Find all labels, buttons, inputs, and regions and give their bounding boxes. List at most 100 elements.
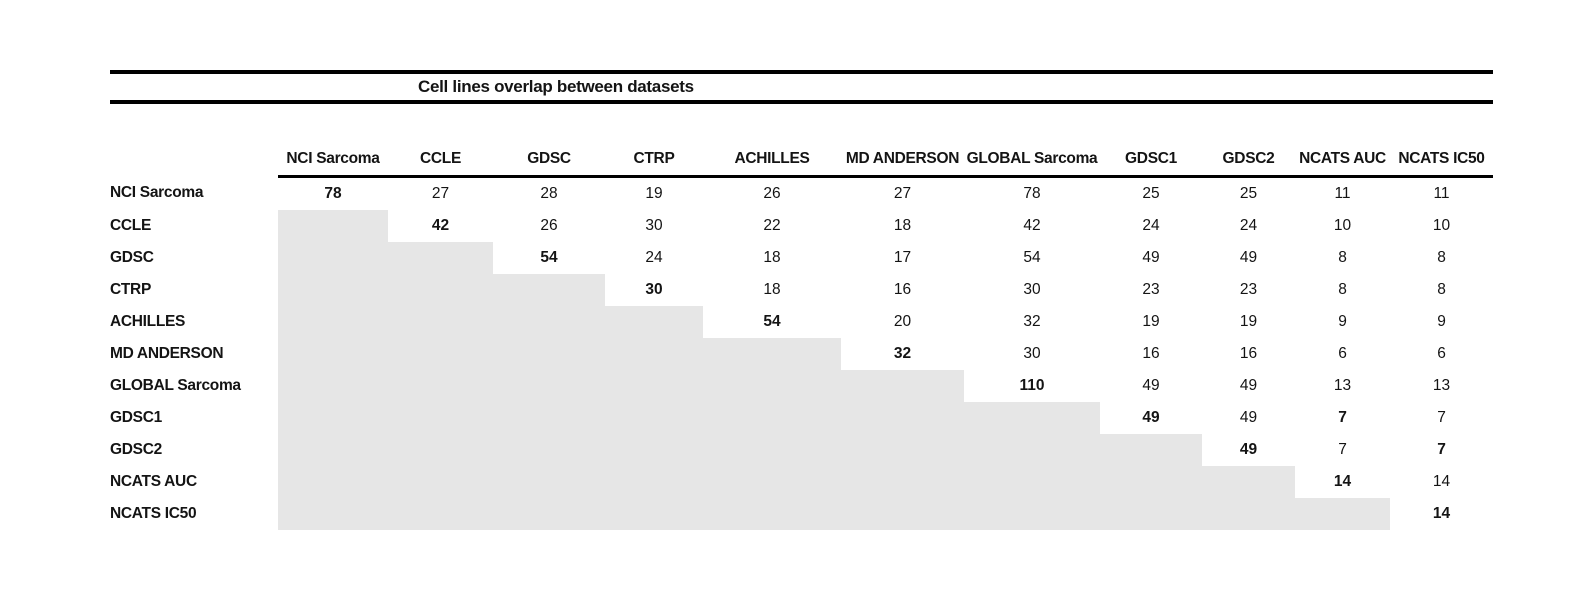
matrix-header: NCI Sarcoma CCLE GDSC CTRP ACHILLES MD ANDERS…	[110, 138, 1493, 178]
matrix-cell: 49	[1142, 377, 1160, 394]
matrix-cell: 6	[1338, 345, 1347, 362]
table-title: Cell lines overlap between datasets	[418, 77, 694, 96]
matrix-cell: 49	[1239, 441, 1258, 458]
shaded-cell	[278, 498, 388, 530]
column-header-ncats-auc: NCATS AUC	[1295, 138, 1390, 178]
shaded-cell	[493, 402, 605, 434]
shaded-cell	[841, 498, 964, 530]
shaded-cell	[278, 242, 388, 274]
matrix-cell: 23	[1239, 281, 1258, 298]
row-label-achilles: ACHILLES	[110, 313, 186, 330]
matrix-cell: 18	[763, 281, 781, 298]
shaded-cell	[388, 434, 493, 466]
shaded-cell	[493, 306, 605, 338]
column-header-ncats-ic50: NCATS IC50	[1390, 138, 1493, 178]
matrix-cell: 24	[645, 249, 663, 266]
shaded-cell	[964, 402, 1100, 434]
title-bottom-rule	[110, 100, 1493, 104]
shaded-cell	[605, 306, 703, 338]
matrix-cell: 49	[1239, 409, 1258, 426]
shaded-cell	[1202, 498, 1295, 530]
matrix-body: NCI Sarcoma 78 27 28 19 26 27 78 25 25 11 11 CCLE 42 2…	[110, 177, 1493, 530]
shaded-cell	[1100, 498, 1202, 530]
matrix-cell: 20	[893, 313, 912, 330]
matrix-cell: 54	[540, 249, 558, 266]
matrix-cell: 7	[1338, 409, 1347, 426]
column-header-global-sarcoma: GLOBAL Sarcoma	[964, 138, 1100, 178]
matrix-cell: 49	[1239, 249, 1258, 266]
row-label-ncats-ic50: NCATS IC50	[110, 505, 197, 522]
shaded-cell	[493, 498, 605, 530]
matrix-cell: 13	[1333, 377, 1352, 394]
matrix-cell: 6	[1437, 345, 1446, 362]
shaded-cell	[703, 402, 841, 434]
matrix-cell: 54	[1023, 249, 1041, 266]
shaded-cell	[964, 498, 1100, 530]
matrix-cell: 9	[1338, 313, 1347, 330]
matrix-cell: 16	[893, 281, 912, 298]
matrix-cell: 13	[1432, 377, 1451, 394]
matrix-cell: 110	[1019, 377, 1045, 394]
row-label-global-sarcoma: GLOBAL Sarcoma	[110, 377, 241, 394]
matrix-cell: 19	[1142, 313, 1160, 330]
matrix-cell: 30	[1023, 281, 1041, 298]
matrix-cell: 7	[1437, 441, 1446, 458]
table-row-ncats-ic50: NCATS IC50 14	[110, 498, 1493, 530]
shaded-cell	[388, 306, 493, 338]
table-row-nci-sarcoma: NCI Sarcoma 78 27 28 19 26 27 78 25 25 11 11	[110, 177, 1493, 211]
matrix-cell: 49	[1142, 249, 1160, 266]
matrix-cell: 78	[324, 185, 342, 202]
column-header-gdsc: GDSC	[493, 138, 605, 178]
shaded-cell	[605, 498, 703, 530]
shaded-cell	[388, 466, 493, 498]
shaded-cell	[278, 274, 388, 306]
shaded-cell	[493, 274, 605, 306]
table-row-ncats-auc: NCATS AUC 14 14	[110, 466, 1493, 498]
row-label-gdsc1: GDSC1	[110, 409, 162, 426]
matrix-cell: 27	[893, 185, 912, 202]
row-label-nci-sarcoma: NCI Sarcoma	[110, 184, 204, 202]
matrix-cell: 25	[1239, 185, 1258, 202]
matrix-cell: 8	[1338, 281, 1347, 298]
shaded-cell	[388, 370, 493, 402]
overlap-matrix-table: NCI Sarcoma CCLE GDSC CTRP ACHILLES MD ANDERS…	[110, 138, 1493, 530]
matrix-cell: 49	[1239, 377, 1258, 394]
matrix-cell: 32	[1023, 313, 1041, 330]
column-header-md-anderson: MD ANDERSON	[841, 138, 964, 178]
matrix-cell: 26	[763, 185, 781, 202]
matrix-cell: 14	[1432, 473, 1451, 490]
shaded-cell	[493, 434, 605, 466]
matrix-cell: 18	[893, 217, 912, 234]
matrix-cell: 17	[893, 249, 912, 266]
matrix-cell: 11	[1433, 185, 1450, 202]
matrix-cell: 7	[1338, 441, 1347, 458]
shaded-cell	[1295, 498, 1390, 530]
shaded-cell	[703, 370, 841, 402]
shaded-cell	[841, 370, 964, 402]
row-label-ncats-auc: NCATS AUC	[110, 473, 197, 490]
shaded-cell	[605, 338, 703, 370]
shaded-cell	[278, 370, 388, 402]
shaded-cell	[964, 434, 1100, 466]
shaded-cell	[605, 434, 703, 466]
corner-cell	[110, 138, 278, 177]
shaded-cell	[1100, 434, 1202, 466]
matrix-cell: 22	[763, 217, 781, 234]
matrix-cell: 18	[763, 249, 781, 266]
shaded-cell	[388, 338, 493, 370]
shaded-cell	[388, 274, 493, 306]
matrix-cell: 16	[1142, 345, 1160, 362]
matrix-cell: 8	[1437, 249, 1446, 266]
shaded-cell	[605, 370, 703, 402]
matrix-cell: 8	[1437, 281, 1446, 298]
shaded-cell	[841, 466, 964, 498]
shaded-cell	[703, 466, 841, 498]
matrix-cell: 10	[1333, 217, 1352, 234]
shaded-cell	[388, 402, 493, 434]
matrix-cell: 14	[1432, 505, 1451, 522]
row-label-ccle: CCLE	[110, 217, 151, 234]
matrix-cell: 54	[763, 313, 781, 330]
matrix-cell: 7	[1437, 409, 1446, 426]
matrix-cell: 30	[1023, 345, 1041, 362]
column-header-gdsc1: GDSC1	[1100, 138, 1202, 178]
